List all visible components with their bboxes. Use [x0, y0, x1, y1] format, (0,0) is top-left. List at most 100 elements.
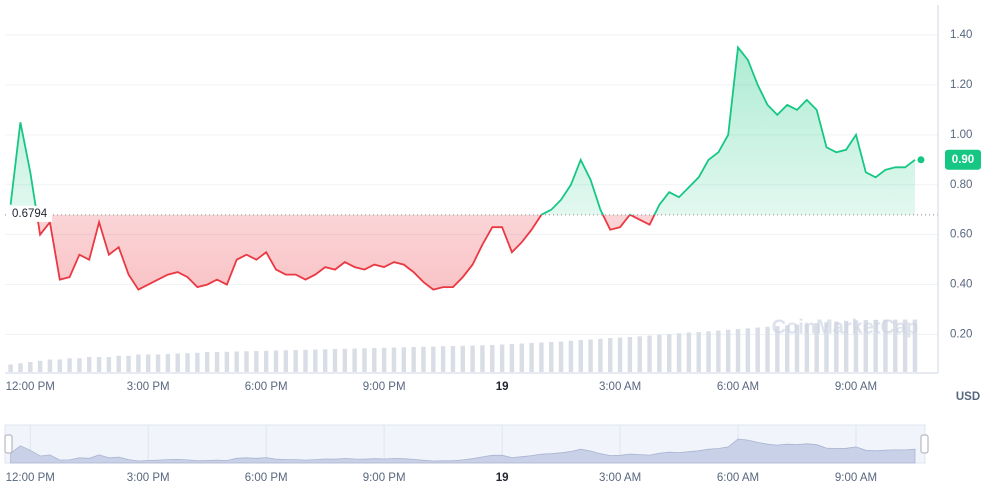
volume-bar [57, 359, 62, 372]
volume-bar [509, 344, 515, 372]
navigator-label: 19 [496, 472, 509, 484]
volume-bar [784, 325, 790, 372]
volume-bar [401, 347, 407, 372]
volume-bar [706, 331, 711, 372]
y-tick-label: 1.20 [950, 79, 972, 91]
volume-bar [755, 327, 760, 372]
current-dot [917, 156, 925, 164]
volume-bar [666, 334, 672, 372]
volume-bar [87, 357, 92, 372]
volume-bar [28, 362, 33, 372]
volume-bar [136, 354, 141, 372]
volume-bar [283, 350, 289, 372]
volume-bar [411, 347, 416, 372]
volume-bar [499, 344, 505, 372]
volume-bar [608, 338, 613, 372]
x-tick-label: 3:00 PM [127, 381, 170, 393]
x-tick-label: 9:00 AM [835, 381, 877, 393]
y-tick-label: 0.20 [950, 329, 972, 341]
volume-bar [893, 319, 898, 372]
volume-bar [244, 351, 249, 372]
x-tick-label: 6:00 AM [717, 381, 759, 393]
volume-bar [67, 358, 72, 372]
volume-bar [519, 343, 524, 372]
volume-bar [332, 349, 338, 372]
plot: 0.6794 0.90 [5, 45, 981, 291]
volume-bar [214, 352, 220, 372]
volume-bar [775, 326, 780, 372]
x-tick-label: 12:00 PM [6, 381, 55, 393]
x-tick-label: 3:00 AM [599, 381, 641, 393]
volume-bar [568, 340, 574, 372]
volume-bar [676, 333, 682, 372]
volume-bar [204, 352, 210, 372]
baseline-label-bg [8, 205, 52, 222]
volume-bar [470, 345, 475, 372]
volume-bar [647, 335, 652, 372]
volume-bar [902, 319, 908, 372]
volume-bar [116, 355, 121, 372]
volume-bar [185, 353, 190, 372]
volume-bar [322, 349, 328, 372]
volume-bar [8, 364, 13, 372]
volume-bar [18, 363, 23, 372]
volume-bar [421, 346, 426, 372]
volume-bar [342, 348, 348, 372]
volume-bar [165, 354, 171, 372]
area-down [36, 214, 655, 290]
current-price-label: 0.90 [952, 154, 974, 166]
price-line-down [36, 214, 656, 291]
volume-bar [372, 348, 377, 372]
volume-bar [381, 347, 387, 372]
volume-bar [834, 321, 839, 372]
volume-bar [843, 320, 849, 372]
volume-bar [814, 323, 819, 372]
volume-bar [725, 329, 731, 372]
navigator-label: 6:00 PM [245, 472, 288, 484]
volume-bar [175, 353, 180, 372]
volume-bar [96, 357, 102, 372]
y-tick-label: 1.40 [950, 29, 972, 41]
volume-bar [529, 343, 534, 372]
navigator-label: 12:00 PM [6, 472, 55, 484]
currency-label: USD [956, 391, 980, 403]
navigator-label: 6:00 AM [717, 472, 759, 484]
navigator-handle[interactable] [4, 434, 13, 454]
volume-bar [293, 350, 298, 372]
navigator-label: 3:00 PM [127, 472, 170, 484]
volume-bar [716, 330, 721, 372]
volume-bar [804, 323, 810, 372]
volume-bar [558, 341, 564, 372]
y-tick-label: 0.60 [950, 229, 972, 241]
volume-bar [352, 348, 357, 372]
volume-bar [234, 351, 239, 372]
volume-bar [598, 338, 603, 372]
navigator-handle[interactable] [920, 434, 929, 454]
volume-bar [480, 345, 485, 372]
volume-bar [273, 350, 279, 372]
y-tick-label: 1.00 [950, 129, 972, 141]
volume-bar [313, 349, 318, 372]
volume-bar [637, 336, 642, 372]
volume-bar [617, 337, 623, 372]
volume-bar [794, 324, 800, 372]
volume-bar [627, 337, 633, 372]
current-price-tag [945, 149, 981, 170]
volume-bar [195, 352, 200, 372]
volume-bar [588, 339, 593, 372]
volume-bar [912, 319, 918, 372]
volume-bar [155, 354, 161, 372]
price-line-up [9, 45, 916, 215]
navigator-label: 9:00 PM [363, 472, 406, 484]
volume-bar [745, 328, 751, 372]
volume-bar [362, 348, 367, 372]
volume-bar [440, 346, 446, 372]
y-tick-label: 0.80 [950, 179, 972, 191]
navigator-chart [10, 425, 916, 464]
baseline-label: 0.6794 [12, 208, 48, 220]
volume-bar [146, 354, 151, 372]
volume-bar [549, 342, 554, 372]
area-up [10, 47, 915, 215]
